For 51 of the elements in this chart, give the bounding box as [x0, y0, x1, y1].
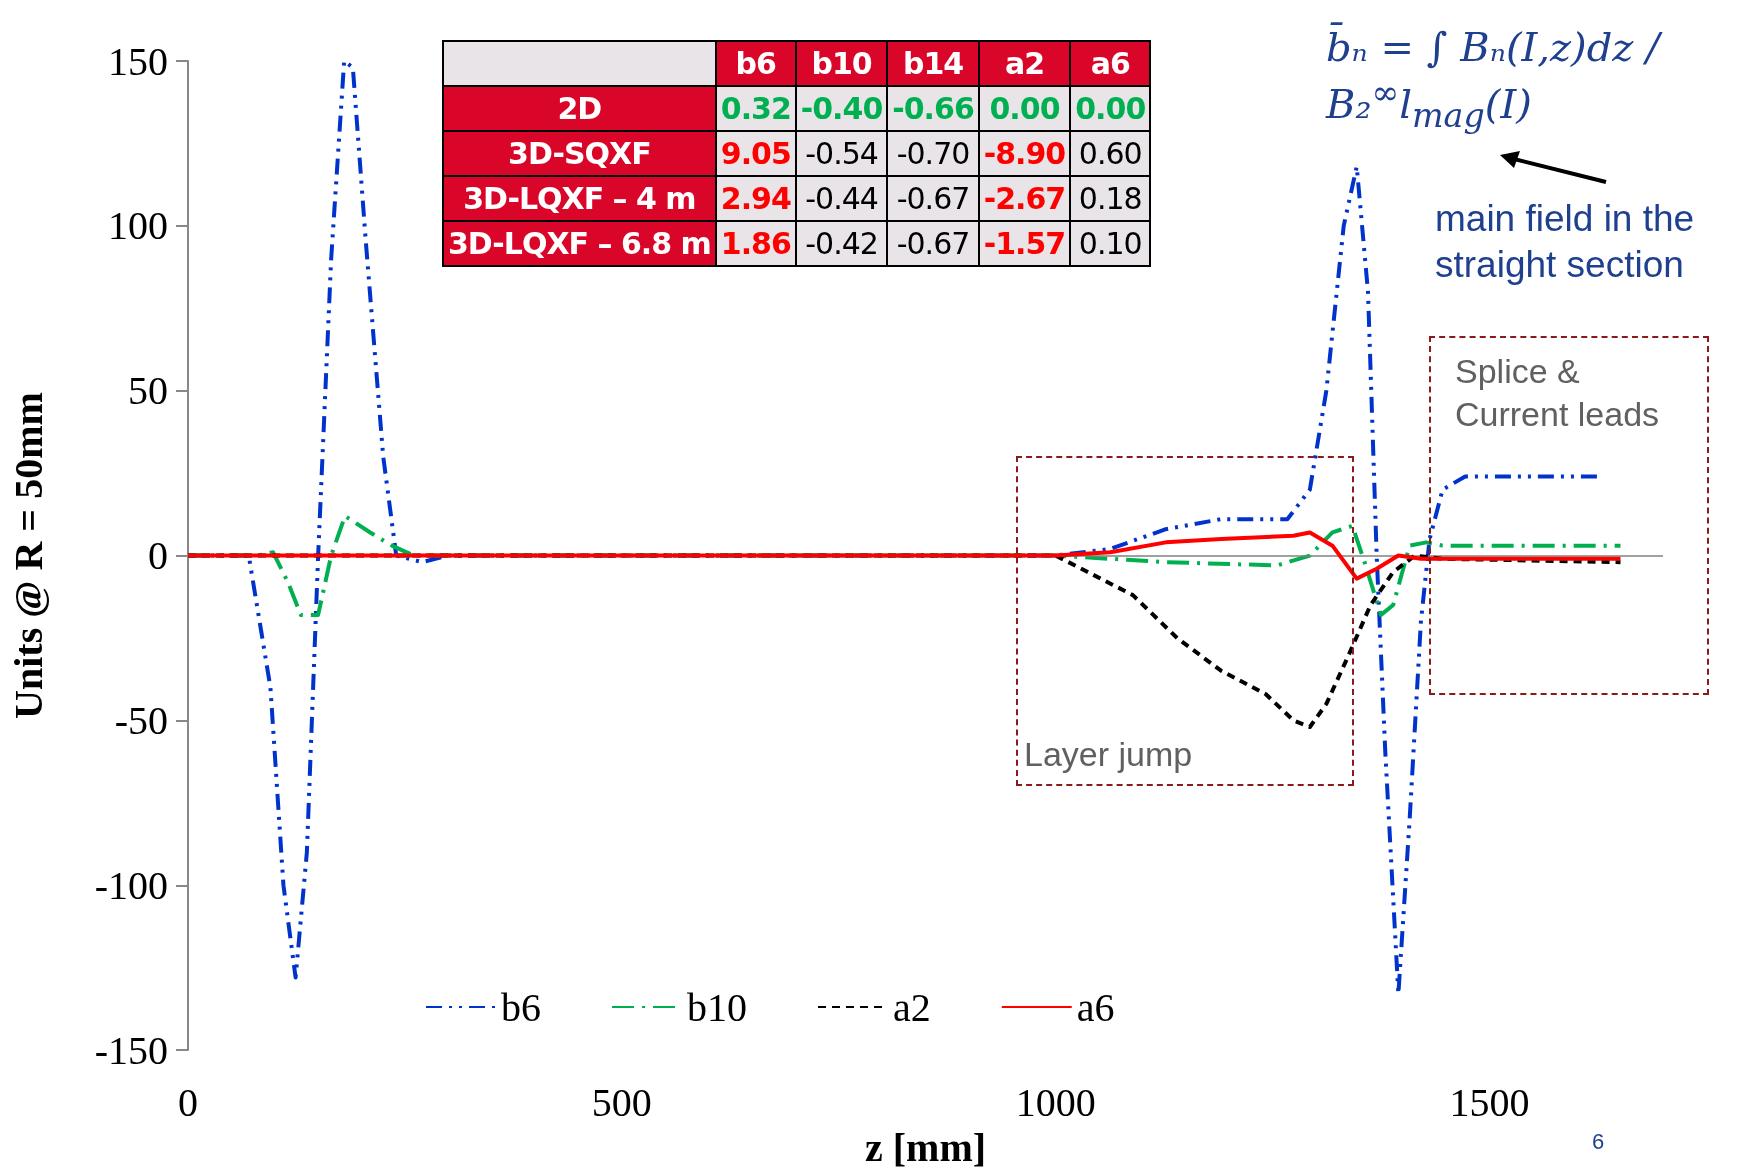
category-label: a2 — [978, 41, 1071, 86]
text: 1.86 — [720, 226, 791, 261]
text: 0.32 — [720, 91, 791, 126]
text: -0.67 — [896, 226, 970, 261]
text: 0.00 — [1075, 91, 1146, 126]
text: 9.05 — [720, 136, 791, 171]
annotation: b̄ₙ = ∫ Bₙ(I,z)dz / B₂$^{∞}$l$_{mag}$(I) — [1326, 22, 1664, 137]
text: -0.67 — [896, 181, 970, 216]
y-tick-label: 100 — [108, 203, 168, 249]
x-tick-label: 0 — [178, 1079, 198, 1125]
category-label: 3D-LQXF – 6.8 m — [448, 226, 711, 261]
text: -8.90 — [983, 136, 1066, 171]
text: -0.40 — [800, 91, 883, 126]
y-tick-label: -150 — [94, 1027, 168, 1073]
x-tick-label: 1000 — [1015, 1079, 1096, 1125]
text: -0.70 — [896, 136, 970, 171]
text: 0.60 — [1078, 136, 1142, 171]
legend-label: a6 — [1076, 984, 1115, 1030]
y-tick-label: 150 — [108, 38, 168, 84]
x-tick-label: 1500 — [1449, 1079, 1530, 1125]
text: -0.42 — [805, 226, 878, 261]
category-label: b14 — [887, 41, 979, 86]
text: 6 — [1592, 1128, 1605, 1156]
category-label: 2D — [557, 91, 602, 126]
y-tick-label: 50 — [128, 368, 168, 414]
annotation: Splice & Current leads — [1455, 351, 1661, 435]
annotation: main field in the straight section — [1435, 197, 1696, 288]
x-axis-title: z [mm] — [864, 1124, 987, 1170]
y-tick-label: -50 — [114, 697, 168, 743]
y-tick-label: -100 — [94, 862, 168, 908]
text: -2.67 — [983, 181, 1066, 216]
text: 0.00 — [989, 91, 1060, 126]
text: 0.10 — [1078, 226, 1142, 261]
annotation: Layer jump — [1024, 734, 1193, 775]
text: -0.54 — [805, 136, 878, 171]
text: 2.94 — [720, 181, 791, 216]
category-label: 3D-LQXF – 4 m — [463, 181, 696, 216]
category-label: 3D-SQXF — [508, 136, 651, 171]
text: -0.66 — [892, 91, 974, 126]
category-label: a6 — [1070, 41, 1151, 86]
text: -1.57 — [983, 226, 1066, 261]
x-tick-label: 500 — [591, 1079, 652, 1125]
category-label: b6 — [715, 41, 796, 86]
text: -0.44 — [805, 181, 878, 216]
y-axis-title: Units @ R = 50mm — [5, 392, 51, 719]
text: 0.18 — [1078, 181, 1142, 216]
category-label: b10 — [795, 41, 888, 86]
legend-label: b10 — [687, 984, 747, 1030]
legend-label: a2 — [893, 984, 931, 1030]
legend-label: b6 — [501, 984, 541, 1030]
y-tick-label: 0 — [148, 533, 168, 579]
